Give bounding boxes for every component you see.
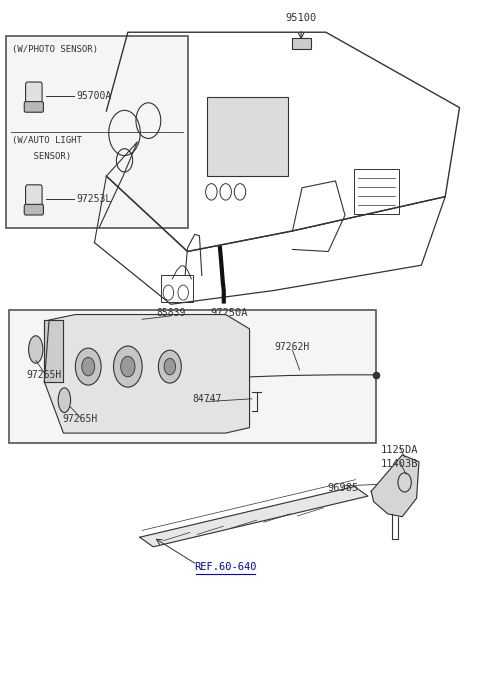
FancyBboxPatch shape xyxy=(24,102,43,112)
Circle shape xyxy=(120,356,135,377)
Text: REF.60-640: REF.60-640 xyxy=(194,561,257,572)
Text: 96985: 96985 xyxy=(327,483,358,493)
Text: (W/AUTO LIGHT: (W/AUTO LIGHT xyxy=(12,136,82,144)
FancyBboxPatch shape xyxy=(24,204,43,215)
Text: 97253L: 97253L xyxy=(77,194,112,204)
Text: (W/PHOTO SENSOR): (W/PHOTO SENSOR) xyxy=(12,45,98,54)
Text: 97262H: 97262H xyxy=(275,343,310,352)
Text: 1125DA: 1125DA xyxy=(381,445,419,455)
Text: 95100: 95100 xyxy=(286,13,317,23)
Text: 84747: 84747 xyxy=(192,394,221,404)
Polygon shape xyxy=(44,320,63,382)
Text: 11403B: 11403B xyxy=(381,459,419,469)
Circle shape xyxy=(82,357,95,376)
Polygon shape xyxy=(371,455,419,517)
Bar xyxy=(6,36,188,228)
Text: 97250A: 97250A xyxy=(211,308,248,319)
Circle shape xyxy=(75,348,101,385)
Text: SENSOR): SENSOR) xyxy=(12,152,71,161)
Text: 97265H: 97265H xyxy=(62,414,98,424)
Polygon shape xyxy=(140,486,368,547)
Bar xyxy=(9,310,376,443)
Ellipse shape xyxy=(29,336,43,363)
Polygon shape xyxy=(44,314,250,433)
Text: 85839: 85839 xyxy=(156,308,185,318)
FancyBboxPatch shape xyxy=(25,185,42,210)
Bar xyxy=(206,97,288,176)
Circle shape xyxy=(158,350,181,383)
FancyBboxPatch shape xyxy=(25,82,42,107)
Bar xyxy=(161,275,193,301)
Ellipse shape xyxy=(58,388,71,413)
Circle shape xyxy=(164,358,176,375)
Text: 95700A: 95700A xyxy=(77,91,112,101)
Circle shape xyxy=(114,346,142,387)
Bar xyxy=(354,169,399,214)
Bar xyxy=(291,39,311,50)
Text: 97265H: 97265H xyxy=(27,370,62,380)
